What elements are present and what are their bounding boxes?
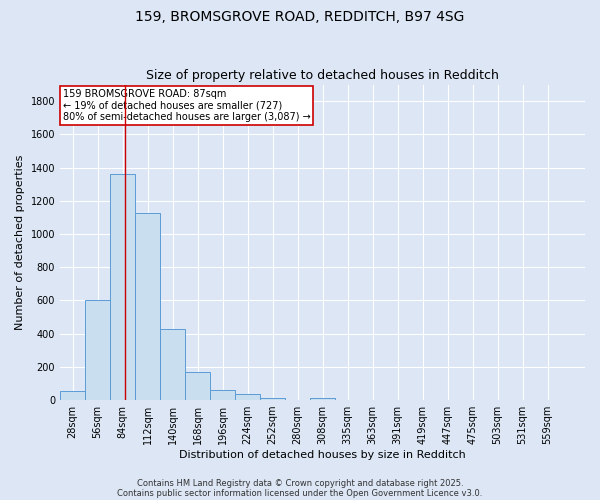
- Bar: [210, 390, 235, 400]
- X-axis label: Distribution of detached houses by size in Redditch: Distribution of detached houses by size …: [179, 450, 466, 460]
- Text: 159 BROMSGROVE ROAD: 87sqm
← 19% of detached houses are smaller (727)
80% of sem: 159 BROMSGROVE ROAD: 87sqm ← 19% of deta…: [62, 90, 310, 122]
- Bar: [85, 300, 110, 400]
- Bar: [160, 328, 185, 400]
- Bar: [260, 398, 285, 400]
- Bar: [310, 398, 335, 400]
- Text: Contains HM Land Registry data © Crown copyright and database right 2025.: Contains HM Land Registry data © Crown c…: [137, 478, 463, 488]
- Bar: [235, 394, 260, 400]
- Bar: [60, 391, 85, 400]
- Title: Size of property relative to detached houses in Redditch: Size of property relative to detached ho…: [146, 69, 499, 82]
- Bar: [110, 174, 135, 400]
- Text: 159, BROMSGROVE ROAD, REDDITCH, B97 4SG: 159, BROMSGROVE ROAD, REDDITCH, B97 4SG: [136, 10, 464, 24]
- Text: Contains public sector information licensed under the Open Government Licence v3: Contains public sector information licen…: [118, 488, 482, 498]
- Y-axis label: Number of detached properties: Number of detached properties: [15, 154, 25, 330]
- Bar: [185, 372, 210, 400]
- Bar: [135, 214, 160, 400]
